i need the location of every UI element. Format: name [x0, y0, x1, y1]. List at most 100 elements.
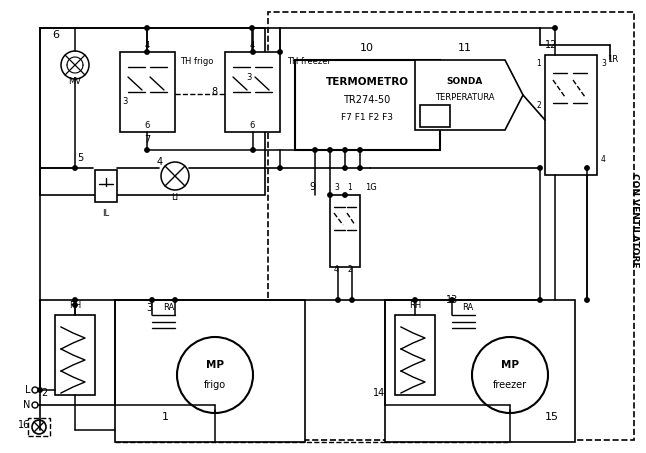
Text: 11: 11 — [458, 43, 472, 53]
Circle shape — [145, 26, 149, 30]
Polygon shape — [415, 60, 523, 130]
Circle shape — [32, 420, 46, 434]
Text: 4: 4 — [334, 265, 339, 275]
Text: 6: 6 — [52, 30, 59, 40]
Text: 14: 14 — [373, 388, 385, 398]
Text: 13: 13 — [446, 295, 458, 305]
Text: 7: 7 — [144, 135, 150, 145]
Circle shape — [472, 337, 548, 413]
Text: IL: IL — [103, 208, 110, 217]
Bar — [385, 300, 575, 442]
Circle shape — [585, 298, 589, 302]
Text: RA: RA — [462, 304, 474, 313]
Text: 4: 4 — [601, 155, 606, 164]
Circle shape — [553, 26, 557, 30]
Text: 3: 3 — [146, 303, 152, 313]
Circle shape — [336, 298, 340, 302]
Text: 6: 6 — [144, 120, 150, 130]
Bar — [268, 12, 634, 440]
Text: SONDA: SONDA — [447, 77, 483, 87]
Circle shape — [313, 148, 317, 152]
Circle shape — [278, 50, 282, 54]
Text: LI: LI — [171, 193, 178, 202]
Circle shape — [145, 148, 149, 152]
Text: 10: 10 — [360, 43, 374, 53]
Circle shape — [145, 50, 149, 54]
Text: MV: MV — [68, 77, 81, 87]
Text: RA: RA — [163, 304, 174, 313]
Text: 1: 1 — [536, 58, 541, 67]
Circle shape — [73, 166, 78, 170]
Text: 1: 1 — [162, 412, 169, 422]
Text: 9: 9 — [309, 182, 315, 192]
Text: 6: 6 — [249, 120, 255, 130]
Bar — [115, 300, 305, 442]
Circle shape — [150, 298, 154, 302]
Text: 16: 16 — [17, 420, 30, 430]
Circle shape — [38, 388, 42, 392]
Text: 15: 15 — [545, 412, 559, 422]
Circle shape — [413, 298, 417, 302]
Text: 2: 2 — [347, 265, 352, 275]
Circle shape — [358, 148, 362, 152]
Text: 4: 4 — [144, 40, 150, 49]
Circle shape — [328, 148, 332, 152]
Circle shape — [585, 166, 589, 170]
Circle shape — [73, 303, 78, 307]
Bar — [28, 418, 50, 436]
Circle shape — [278, 166, 282, 170]
Bar — [225, 52, 280, 132]
Text: MP: MP — [501, 360, 519, 370]
Text: TH freezer: TH freezer — [287, 58, 331, 67]
Circle shape — [343, 148, 347, 152]
Text: TERPERATURA: TERPERATURA — [435, 93, 495, 102]
Circle shape — [358, 166, 362, 170]
Circle shape — [251, 50, 255, 54]
Circle shape — [61, 51, 89, 79]
Text: 12: 12 — [545, 40, 557, 50]
Circle shape — [450, 298, 454, 302]
Text: L: L — [25, 385, 30, 395]
Circle shape — [161, 162, 189, 190]
Circle shape — [32, 387, 38, 393]
Text: 1: 1 — [347, 183, 352, 192]
Bar — [420, 105, 450, 127]
Bar — [295, 60, 440, 150]
Text: 2: 2 — [536, 101, 541, 110]
Bar — [40, 28, 265, 195]
Text: RH: RH — [69, 300, 81, 309]
Circle shape — [73, 298, 78, 302]
Text: F7 F1 F2 F3: F7 F1 F2 F3 — [341, 114, 393, 122]
Circle shape — [251, 148, 255, 152]
Circle shape — [343, 193, 347, 197]
Circle shape — [538, 166, 542, 170]
Circle shape — [177, 337, 253, 413]
Text: MP: MP — [206, 360, 224, 370]
Text: 8: 8 — [211, 87, 217, 97]
Text: 1R: 1R — [607, 56, 618, 64]
Circle shape — [250, 26, 254, 30]
Bar — [95, 170, 117, 202]
Text: 2: 2 — [41, 388, 47, 398]
Text: 4: 4 — [157, 157, 163, 167]
Text: 1G: 1G — [365, 183, 377, 192]
Text: 4: 4 — [249, 40, 255, 49]
Bar — [545, 55, 597, 175]
Text: N: N — [23, 400, 30, 410]
Text: 5: 5 — [77, 153, 83, 163]
Text: RH: RH — [409, 300, 421, 309]
Text: TH frigo: TH frigo — [180, 58, 213, 67]
Text: TR274-50: TR274-50 — [344, 95, 391, 105]
Text: TERMOMETRO: TERMOMETRO — [326, 77, 408, 87]
Text: 3: 3 — [247, 72, 252, 82]
Circle shape — [349, 298, 354, 302]
Circle shape — [328, 193, 332, 197]
Text: freezer: freezer — [493, 380, 527, 390]
Text: CON VENTILATORE: CON VENTILATORE — [630, 173, 640, 267]
Bar — [395, 315, 435, 395]
Bar — [120, 52, 175, 132]
Text: 3: 3 — [334, 183, 339, 192]
Bar — [330, 195, 360, 267]
Bar — [55, 315, 95, 395]
Circle shape — [172, 298, 177, 302]
